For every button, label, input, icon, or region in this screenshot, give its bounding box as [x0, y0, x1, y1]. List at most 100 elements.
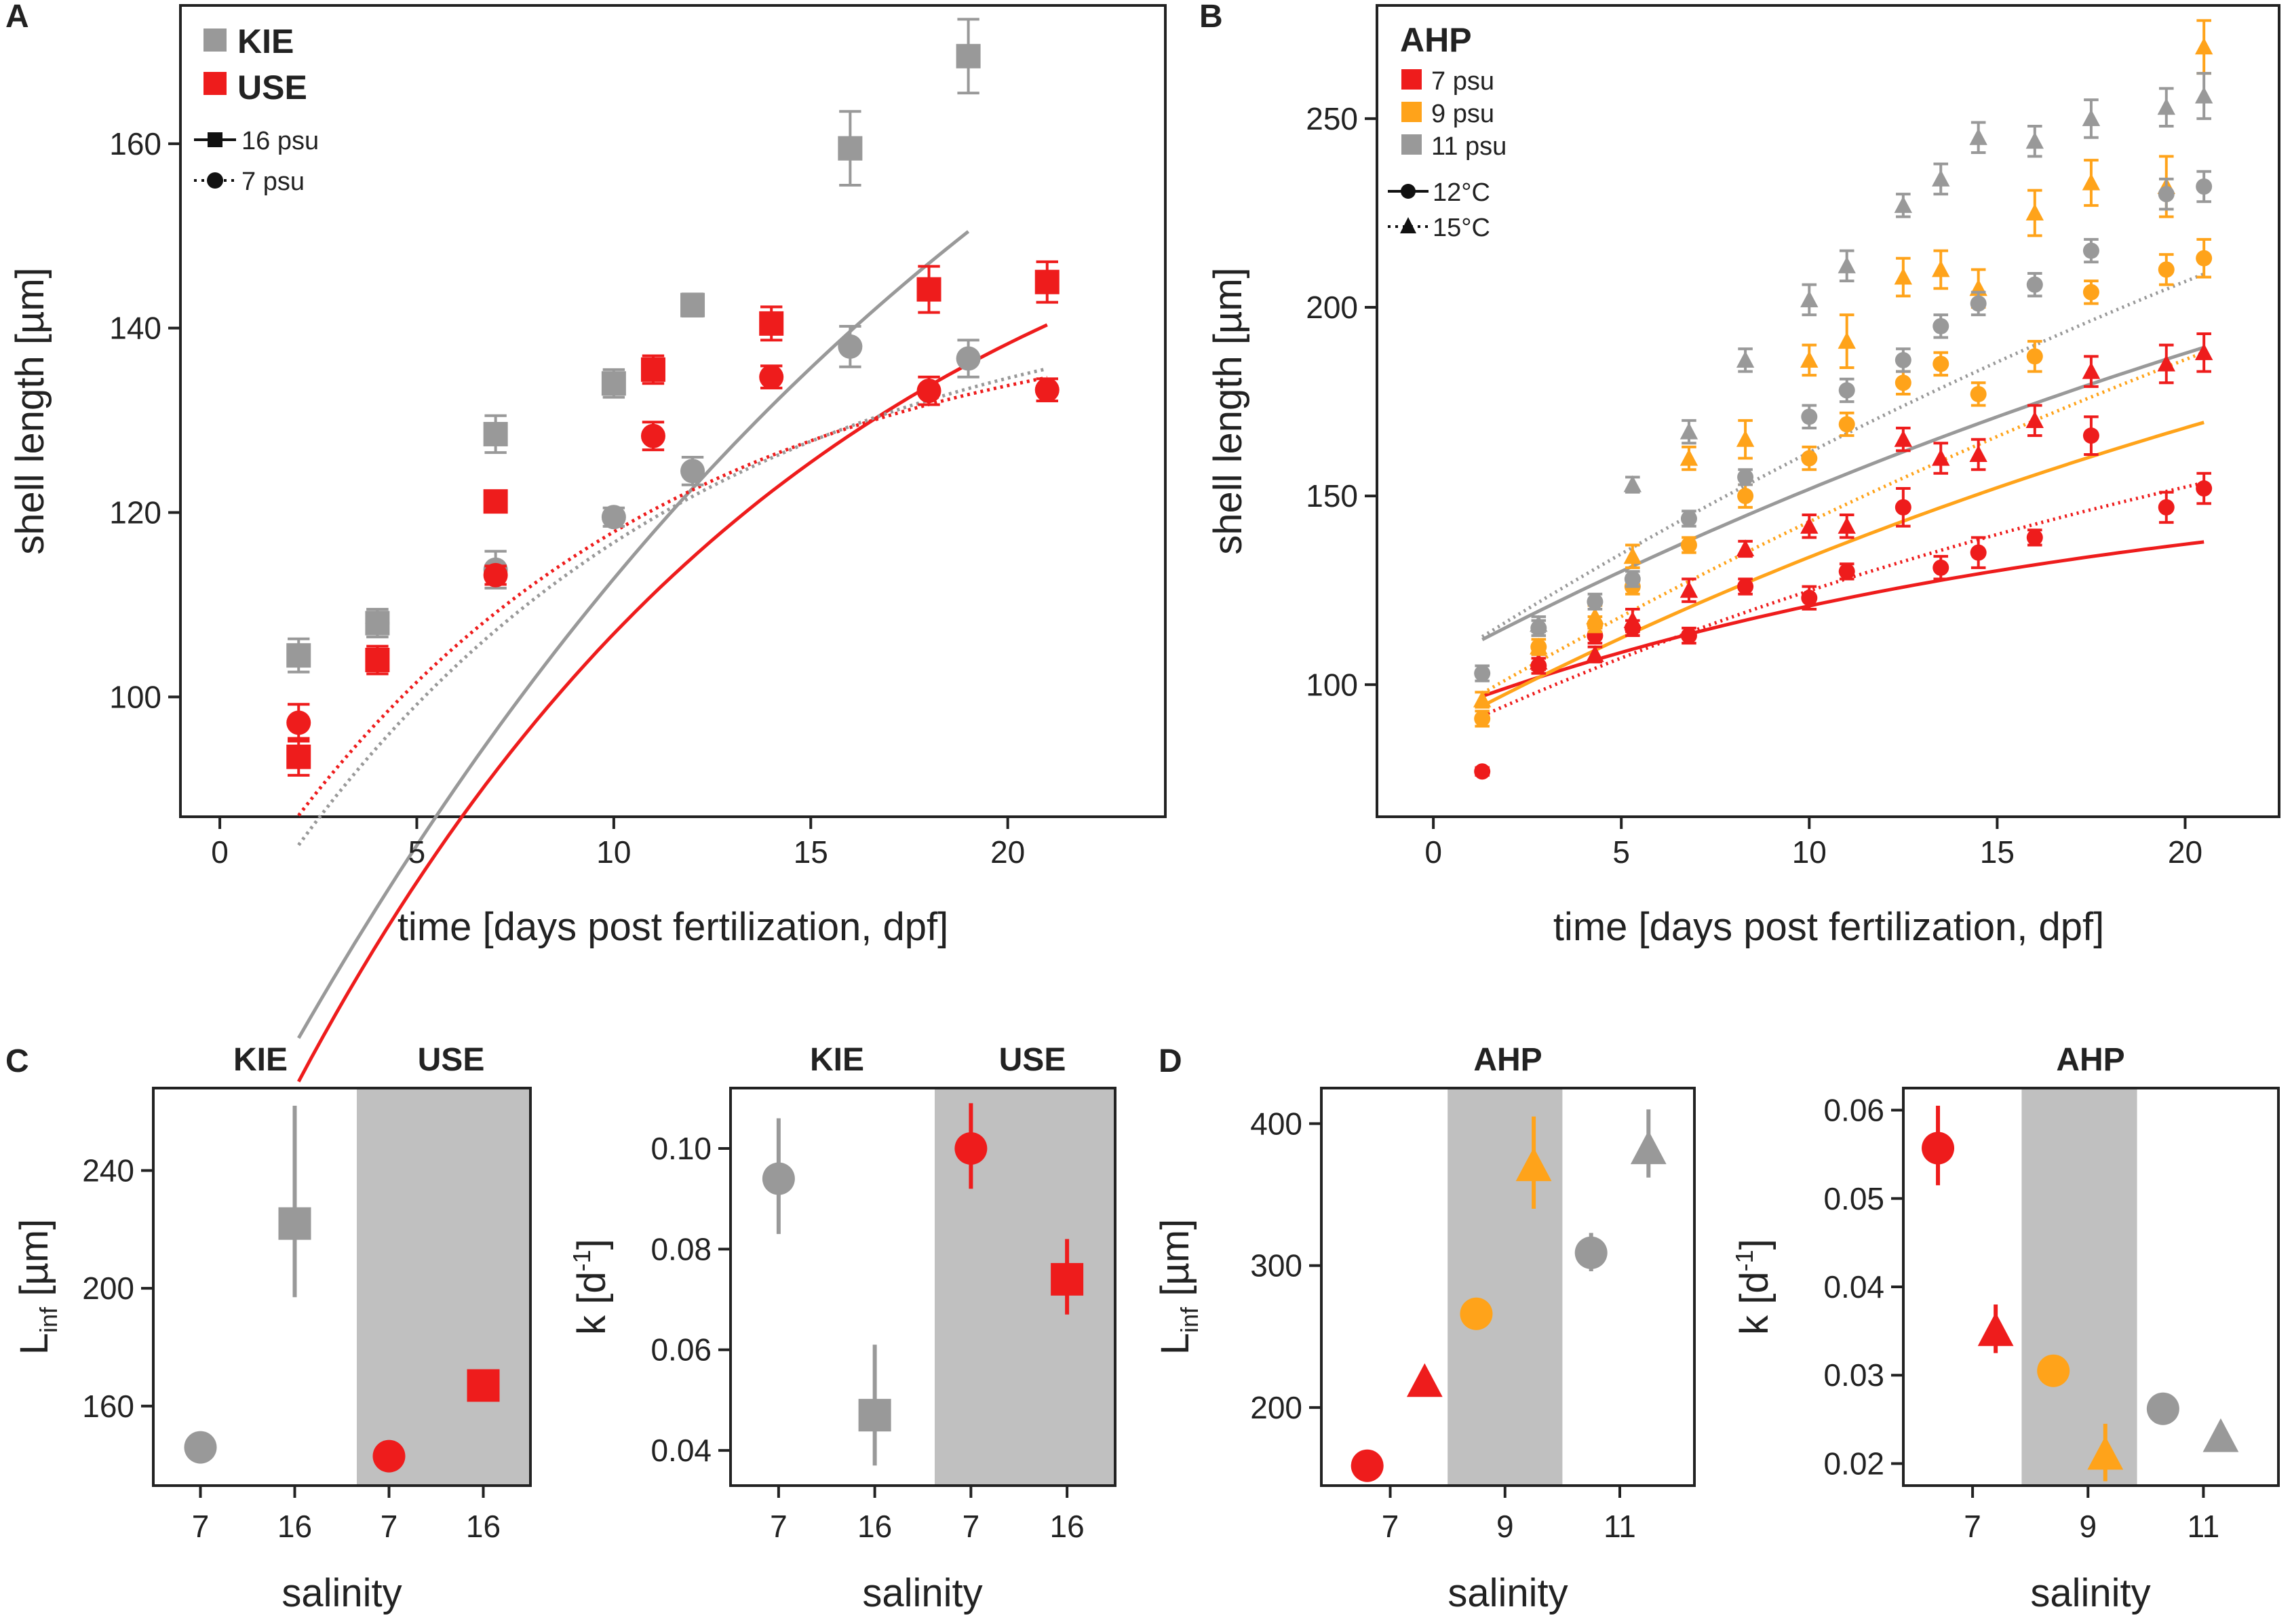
b-s0-point-10 [1970, 544, 1987, 561]
a-s1-point-0 [286, 744, 311, 769]
b-s1-point-13 [2194, 343, 2213, 360]
panel-a-legend: KIE USE 16 psu 7 psu [194, 22, 319, 196]
b-s0-point-13 [2158, 499, 2175, 516]
c2-point-1 [858, 1399, 891, 1432]
b-s3-point-12 [2082, 173, 2101, 191]
c1-ytick-label-0: 160 [82, 1389, 134, 1424]
a-s2-point-3 [680, 459, 705, 484]
b-s4-point-8 [1895, 351, 1911, 368]
c2-xtick-label-0: 7 [770, 1509, 788, 1544]
b-s5-point-2 [1679, 422, 1698, 440]
b-s3-point-9 [1932, 260, 1950, 277]
b-s2-point-9 [1932, 355, 1949, 372]
d1-frame [1320, 1087, 1696, 1487]
b-ytick-label-1: 150 [1306, 478, 1358, 514]
panel-label-b: B [1199, 0, 1223, 35]
c2-ytick-label-3: 0.10 [650, 1131, 712, 1166]
b-fit-line-4 [1481, 345, 2204, 642]
legend-use-swatch [203, 72, 227, 95]
c2-xtick-label-1: 16 [857, 1509, 892, 1544]
legend-16psu-label: 16 psu [241, 127, 319, 155]
panel-label-c: C [5, 1043, 29, 1079]
b-s4-point-3 [1624, 571, 1641, 587]
d2-point-1 [1977, 1312, 2014, 1347]
d2-x-label: salinity [2030, 1571, 2150, 1615]
b-s0-point-8 [1895, 499, 1911, 516]
b-s1-point-1 [1586, 645, 1604, 662]
a-s3-point-3 [759, 364, 784, 389]
b-s5-point-9 [2025, 132, 2044, 149]
a-s0-point-5 [838, 136, 863, 161]
c2-x-label: salinity [862, 1571, 982, 1615]
b-s2-point-11 [2026, 348, 2043, 365]
panel-b-axes: 0 5 10 15 20 100 150 200 250 [1306, 101, 2202, 870]
b-s3-point-0 [1473, 690, 1492, 708]
panel-a-marks [286, 18, 1060, 1083]
panel-d-linf-chart: AHP 7 9 11 200 300 400 salinity Linf [µm] [1153, 1042, 1696, 1615]
d1-x-label: salinity [1448, 1571, 1568, 1615]
a-xtick-label-3: 15 [794, 834, 828, 870]
legend-use-label: USE [237, 69, 307, 107]
legend-12c-label: 12°C [1433, 178, 1490, 207]
d2-group-ahp: AHP [2056, 1042, 2124, 1078]
b-ytick-label-2: 200 [1306, 290, 1358, 325]
b-s3-point-2 [1586, 607, 1604, 625]
a-s1-point-1 [365, 647, 390, 672]
c2-y-label-sup: -1 [568, 1250, 596, 1271]
d1-y-label-main: L [1153, 1333, 1197, 1355]
a-s2-point-5 [956, 346, 981, 371]
panel-label-a: A [5, 0, 29, 35]
legend-kie-swatch [203, 28, 227, 52]
a-s0-point-3 [601, 371, 626, 396]
b-s2-point-13 [2158, 261, 2175, 278]
b-s1-point-0 [1530, 653, 1548, 670]
c1-group-use: USE [418, 1042, 485, 1078]
d2-y-label: k [d-1] [1730, 1239, 1776, 1335]
d1-point-1 [1406, 1363, 1443, 1397]
a-xtick-label-2: 10 [596, 834, 631, 870]
b-s3-point-3 [1623, 547, 1642, 564]
b-ytick-label-3: 250 [1306, 101, 1358, 136]
d2-ytick-label-3: 0.05 [1823, 1181, 1884, 1216]
c1-y-label-sub: inf [35, 1307, 62, 1333]
legend-15c-label: 15°C [1433, 214, 1490, 242]
d2-y-label-rest: ] [1732, 1239, 1776, 1250]
d2-ytick-label-1: 0.03 [1823, 1357, 1884, 1393]
b-xtick-label-3: 15 [1980, 834, 2015, 870]
c2-axes: 7 16 7 16 0.04 0.06 0.08 0.10 [650, 1131, 1084, 1544]
b-fit-line-0 [1481, 540, 2204, 698]
c2-group-kie: KIE [810, 1042, 864, 1078]
c2-frame [729, 1087, 1116, 1487]
b-s5-point-0 [1530, 615, 1548, 632]
b-s1-point-7 [1894, 429, 1913, 447]
b-s2-point-8 [1895, 374, 1911, 391]
panel-b-legend: AHP 7 psu 9 psu 11 psu 12°C 15°C [1388, 21, 1507, 242]
d2-marks [1922, 1106, 2239, 1482]
b-s5-point-3 [1736, 351, 1755, 368]
c2-point-3 [1051, 1262, 1084, 1296]
a-s0-point-4 [680, 292, 705, 317]
b-s2-point-10 [1970, 385, 1987, 402]
a-s3-point-1 [483, 562, 508, 587]
b-s0-point-0 [1474, 763, 1491, 780]
a-s0-point-0 [286, 643, 311, 668]
legend-7psu-label: 7 psu [241, 168, 305, 196]
a-s3-point-5 [1034, 377, 1060, 402]
c1-point-1 [278, 1207, 311, 1240]
b-s5-point-1 [1623, 475, 1642, 492]
b-s4-point-9 [1932, 317, 1949, 334]
d1-y-label-rest: [µm] [1153, 1219, 1197, 1307]
b-s2-point-6 [1801, 450, 1818, 467]
b-s5-point-5 [1838, 256, 1856, 273]
a-s1-point-3 [640, 357, 665, 382]
d1-point-4 [1574, 1236, 1608, 1269]
c1-ytick-label-2: 240 [82, 1153, 134, 1188]
c1-x-label: salinity [281, 1571, 402, 1615]
a-s1-point-5 [916, 277, 941, 302]
b-s2-point-7 [1838, 416, 1855, 433]
b-s1-point-12 [2157, 354, 2175, 372]
legend-7psu-circle-icon [207, 172, 223, 189]
legend-kie-label: KIE [237, 22, 294, 60]
c1-y-label-main: L [12, 1333, 56, 1355]
